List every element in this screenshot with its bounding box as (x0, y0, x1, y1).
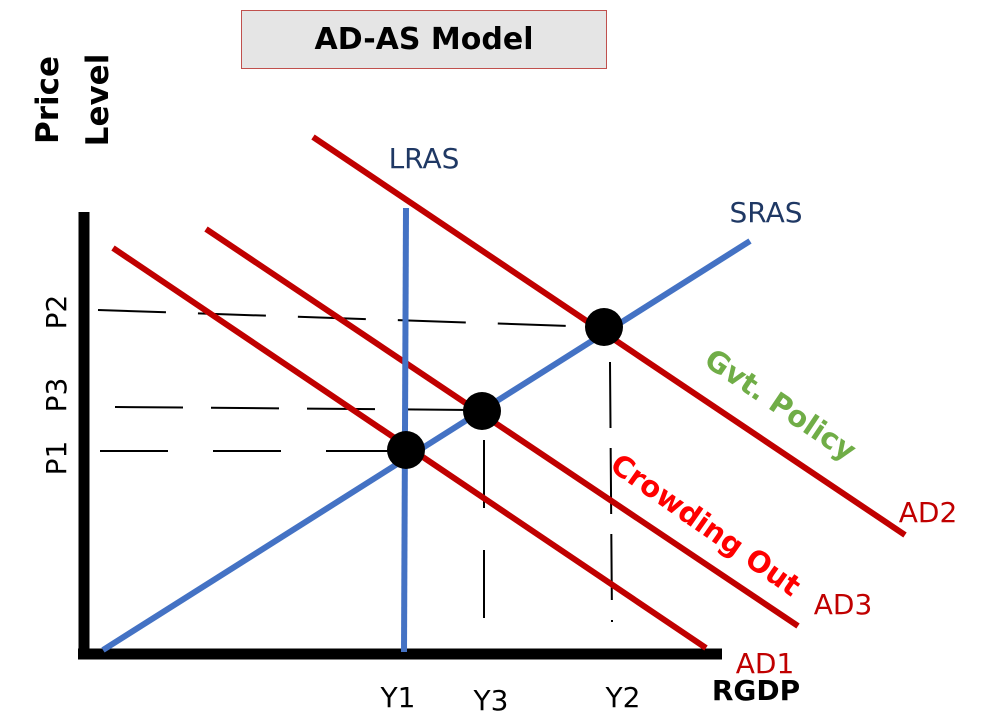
output-label-y2: Y2 (605, 681, 641, 714)
crowding-out-annotation: Crowding Out (604, 447, 807, 603)
output-label-y3: Y3 (473, 684, 509, 717)
ad1-label: AD1 (736, 647, 795, 680)
p3-guide-line (114, 406, 479, 411)
lras-label: LRAS (389, 142, 460, 175)
ad2-label: AD2 (899, 496, 958, 529)
x-axis-label: RGDP (712, 674, 800, 707)
equilibrium-point-p1-y1 (387, 431, 425, 469)
ad3-label: AD3 (814, 588, 873, 621)
diagram-title: AD-AS Model (241, 10, 607, 69)
equilibrium-point-p2-y2 (585, 308, 623, 346)
sras-curve (101, 238, 752, 653)
ad3-curve (204, 226, 800, 629)
equilibrium-point-p3-y3 (463, 392, 501, 430)
y-axis-label-price: Price (30, 56, 66, 144)
sras-label: SRAS (729, 196, 802, 229)
lras-curve (401, 207, 409, 653)
output-label-y1: Y1 (380, 681, 416, 714)
price-label-p1: P1 (40, 441, 73, 476)
y2-guide-line (609, 361, 613, 623)
price-label-p2: P2 (40, 295, 73, 330)
p2-guide-line (97, 309, 601, 328)
y-axis-label-level: Level (80, 54, 116, 147)
price-label-p3: P3 (40, 378, 73, 413)
